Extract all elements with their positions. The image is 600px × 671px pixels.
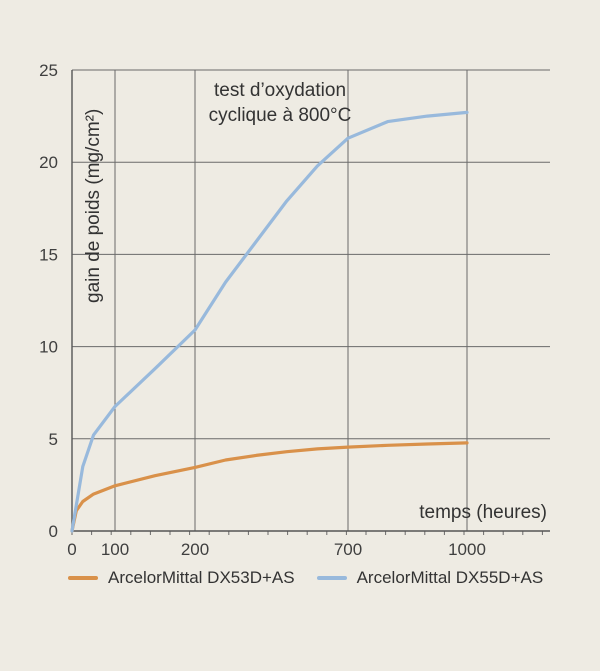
- y-tick-label: 20: [39, 153, 58, 172]
- y-tick-label: 25: [39, 61, 58, 80]
- y-tick-label: 5: [49, 430, 58, 449]
- x-tick-label: 100: [101, 540, 129, 559]
- legend-swatch-dx55d: [316, 576, 347, 580]
- tick-labels: 0 5 10 15 20 25 0 100 200 700 1000: [39, 61, 486, 559]
- legend-swatch-dx53d: [68, 576, 98, 580]
- chart-title-line-1: test d’oxydation: [214, 80, 346, 101]
- x-tick-label: 1000: [448, 540, 486, 559]
- x-tick-label: 200: [181, 540, 209, 559]
- legend: ArcelorMittal DX53D+AS ArcelorMittal DX5…: [68, 568, 543, 588]
- axes: [71, 70, 550, 535]
- series-lines: [70, 110, 469, 533]
- chart: 0 5 10 15 20 25 0 100 200 700 1000 test d’oxydatio…: [39, 61, 550, 559]
- series-line-dx55d: [70, 110, 469, 533]
- legend-item-dx55d: ArcelorMittal DX55D+AS: [316, 568, 544, 588]
- legend-label-dx53d: ArcelorMittal DX53D+AS: [108, 568, 295, 587]
- x-tick-label: 0: [67, 540, 76, 559]
- grid: [72, 69, 550, 531]
- x-axis-label: temps (heures): [419, 502, 547, 523]
- chart-title-line-2: cyclique à 800°C: [209, 105, 352, 126]
- y-axis-label: gain de poids (mg/cm²): [83, 109, 104, 303]
- y-tick-label: 10: [39, 338, 58, 357]
- series-line-dx53d: [70, 441, 469, 533]
- legend-label-dx55d: ArcelorMittal DX55D+AS: [356, 568, 544, 587]
- x-tick-label: 700: [334, 540, 362, 559]
- y-tick-label: 0: [49, 522, 58, 541]
- legend-item-dx53d: ArcelorMittal DX53D+AS: [68, 568, 295, 588]
- y-tick-label: 15: [39, 245, 58, 264]
